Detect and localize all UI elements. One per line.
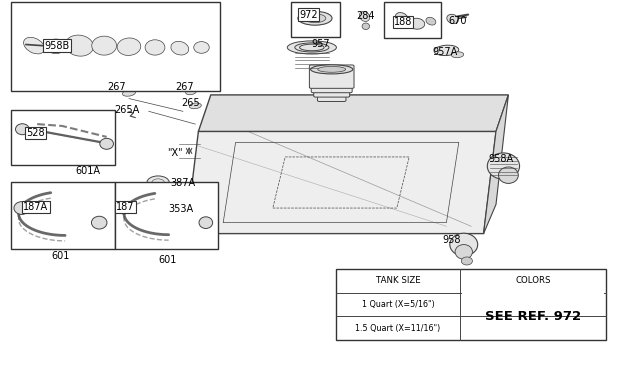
Text: 528: 528 xyxy=(27,128,45,138)
Ellipse shape xyxy=(199,217,213,228)
Ellipse shape xyxy=(451,52,464,58)
Ellipse shape xyxy=(298,11,332,25)
Ellipse shape xyxy=(46,39,66,54)
Ellipse shape xyxy=(360,11,370,22)
Ellipse shape xyxy=(65,35,94,56)
Text: 958: 958 xyxy=(442,235,461,245)
Bar xyxy=(336,269,606,340)
Polygon shape xyxy=(484,95,508,234)
Ellipse shape xyxy=(434,45,459,55)
Bar xyxy=(11,182,115,249)
Ellipse shape xyxy=(92,36,117,55)
Ellipse shape xyxy=(447,14,458,24)
Bar xyxy=(384,2,441,38)
Bar xyxy=(462,293,604,316)
Ellipse shape xyxy=(304,14,326,23)
Text: 1 Quart (X=5/16"): 1 Quart (X=5/16") xyxy=(361,300,435,309)
Bar xyxy=(11,2,220,91)
Ellipse shape xyxy=(147,204,166,214)
Ellipse shape xyxy=(193,42,210,53)
FancyBboxPatch shape xyxy=(311,71,352,93)
Polygon shape xyxy=(198,95,508,131)
Text: 187: 187 xyxy=(116,202,135,212)
FancyBboxPatch shape xyxy=(314,77,350,97)
Ellipse shape xyxy=(318,66,346,72)
Text: 267: 267 xyxy=(175,82,194,92)
Bar xyxy=(11,110,115,165)
Ellipse shape xyxy=(16,124,29,135)
Text: eReplacementParts.com: eReplacementParts.com xyxy=(234,169,386,182)
Text: 265A: 265A xyxy=(115,104,140,115)
Ellipse shape xyxy=(24,37,45,54)
Text: 353A: 353A xyxy=(169,204,193,214)
FancyBboxPatch shape xyxy=(317,85,346,101)
Ellipse shape xyxy=(147,176,169,189)
Text: 957: 957 xyxy=(312,39,330,49)
Ellipse shape xyxy=(487,153,520,179)
Text: 958B: 958B xyxy=(45,41,69,51)
Text: 387A: 387A xyxy=(170,178,195,188)
Text: 265: 265 xyxy=(182,98,200,108)
Text: 267: 267 xyxy=(107,82,126,92)
Text: 601A: 601A xyxy=(76,166,100,176)
Ellipse shape xyxy=(117,202,131,214)
Ellipse shape xyxy=(92,216,107,229)
Ellipse shape xyxy=(455,245,472,259)
Text: 972: 972 xyxy=(299,9,318,20)
Ellipse shape xyxy=(450,233,478,256)
Ellipse shape xyxy=(498,167,518,183)
Text: "X": "X" xyxy=(167,148,183,158)
Polygon shape xyxy=(186,131,496,234)
Text: 188: 188 xyxy=(394,17,412,27)
Ellipse shape xyxy=(117,38,141,55)
Text: 957A: 957A xyxy=(433,47,458,57)
Text: SEE REF. 972: SEE REF. 972 xyxy=(485,310,581,323)
Bar xyxy=(115,182,218,249)
Ellipse shape xyxy=(311,16,319,20)
Ellipse shape xyxy=(14,201,30,215)
Ellipse shape xyxy=(311,65,353,74)
Text: 1.5 Quart (X=11/16"): 1.5 Quart (X=11/16") xyxy=(355,324,441,333)
Text: 670: 670 xyxy=(448,16,467,26)
Ellipse shape xyxy=(100,138,113,149)
FancyBboxPatch shape xyxy=(309,65,354,88)
Ellipse shape xyxy=(189,103,202,109)
Text: 284: 284 xyxy=(356,11,375,21)
Ellipse shape xyxy=(409,18,425,29)
Ellipse shape xyxy=(461,257,472,265)
Text: 958A: 958A xyxy=(489,154,513,164)
Text: 187A: 187A xyxy=(24,202,48,212)
Bar xyxy=(291,2,340,36)
Ellipse shape xyxy=(171,41,188,55)
Ellipse shape xyxy=(145,40,165,55)
Text: COLORS: COLORS xyxy=(515,276,551,285)
Ellipse shape xyxy=(426,17,436,25)
Text: 601: 601 xyxy=(51,251,70,261)
Ellipse shape xyxy=(185,89,197,95)
Ellipse shape xyxy=(122,90,136,96)
Ellipse shape xyxy=(395,12,409,24)
Ellipse shape xyxy=(287,41,337,54)
Ellipse shape xyxy=(362,23,370,30)
Text: 601: 601 xyxy=(158,255,177,265)
Text: TANK SIZE: TANK SIZE xyxy=(376,276,420,285)
